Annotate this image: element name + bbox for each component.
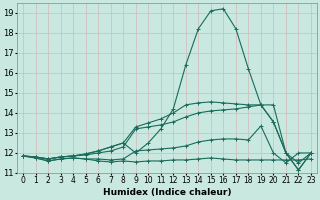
X-axis label: Humidex (Indice chaleur): Humidex (Indice chaleur) [103, 188, 231, 197]
